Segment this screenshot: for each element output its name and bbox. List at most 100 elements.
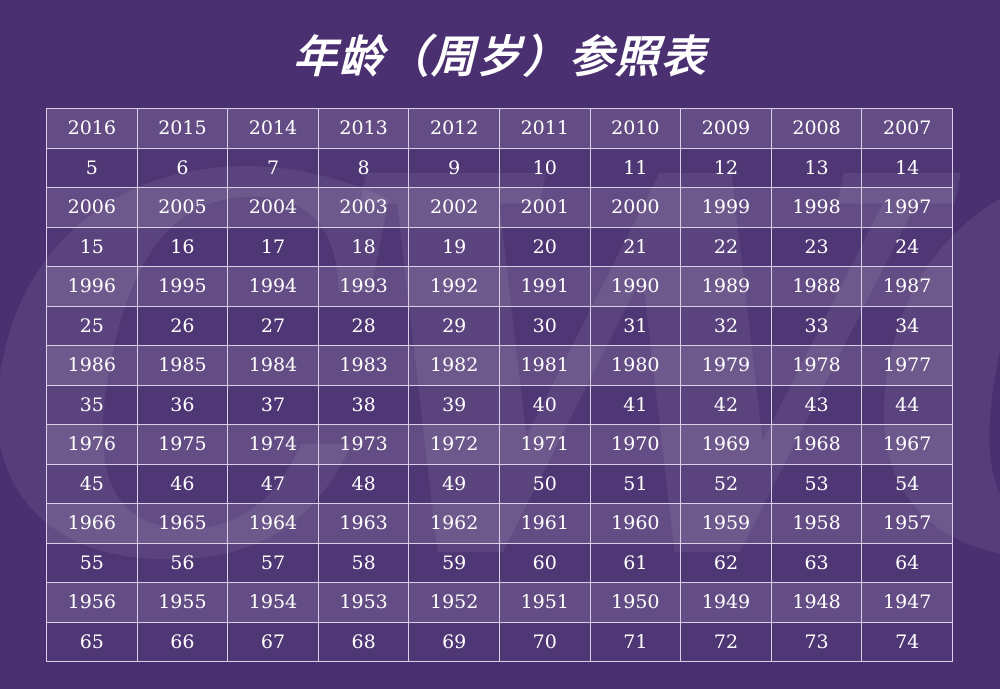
age-row: 55 56 57 58 59 60 61 62 63 64	[46, 542, 953, 583]
birth-year-cell: 1972	[408, 424, 500, 465]
birth-year-cell: 1965	[136, 503, 229, 544]
age-cell: 62	[680, 542, 772, 583]
age-cell: 53	[770, 463, 863, 504]
age-cell: 51	[589, 463, 682, 504]
birth-year-cell: 1981	[498, 345, 591, 386]
age-cell: 40	[498, 384, 591, 425]
age-cell: 65	[46, 621, 138, 662]
age-cell: 5	[46, 147, 138, 188]
birth-year-cell: 1996	[46, 266, 138, 307]
birth-year-row: 1976 1975 1974 1973 1972 1971 1970 1969 1968 1967	[46, 424, 953, 465]
age-cell: 28	[317, 305, 410, 346]
age-cell: 70	[498, 621, 591, 662]
birth-year-cell: 1973	[317, 424, 410, 465]
birth-year-cell: 1982	[408, 345, 500, 386]
age-cell: 42	[680, 384, 772, 425]
birth-year-cell: 2012	[408, 108, 500, 149]
birth-year-cell: 1969	[680, 424, 772, 465]
birth-year-cell: 1977	[861, 345, 953, 386]
age-cell: 18	[317, 226, 410, 267]
birth-year-cell: 1952	[408, 582, 500, 623]
birth-year-row: 1986 1985 1984 1983 1982 1981 1980 1979 1978 1977	[46, 345, 953, 386]
age-cell: 27	[227, 305, 319, 346]
age-reference-table: 2016 2015 2014 2013 2012 2011 2010 2009 2008 2007…	[46, 108, 953, 662]
age-cell: 66	[136, 621, 229, 662]
birth-year-cell: 1993	[317, 266, 410, 307]
birth-year-cell: 2010	[589, 108, 682, 149]
age-cell: 22	[680, 226, 772, 267]
age-row: 15 16 17 18 19 20 21 22 23 24	[46, 226, 953, 267]
birth-year-cell: 2000	[589, 187, 682, 228]
age-row: 65 66 67 68 69 70 71 72 73 74	[46, 621, 953, 662]
birth-year-cell: 2002	[408, 187, 500, 228]
birth-year-cell: 1954	[227, 582, 319, 623]
age-cell: 12	[680, 147, 772, 188]
age-cell: 46	[136, 463, 229, 504]
birth-year-cell: 1970	[589, 424, 682, 465]
birth-year-cell: 1983	[317, 345, 410, 386]
birth-year-cell: 1971	[498, 424, 591, 465]
age-cell: 71	[589, 621, 682, 662]
birth-year-cell: 1984	[227, 345, 319, 386]
birth-year-cell: 2006	[46, 187, 138, 228]
age-cell: 8	[317, 147, 410, 188]
birth-year-cell: 1947	[861, 582, 953, 623]
age-cell: 6	[136, 147, 229, 188]
birth-year-row: 1956 1955 1954 1953 1952 1951 1950 1949 1948 1947	[46, 582, 953, 623]
age-cell: 54	[861, 463, 953, 504]
age-row: 45 46 47 48 49 50 51 52 53 54	[46, 463, 953, 504]
age-cell: 36	[136, 384, 229, 425]
age-cell: 44	[861, 384, 953, 425]
birth-year-row: 1966 1965 1964 1963 1962 1961 1960 1959 1958 1957	[46, 503, 953, 544]
birth-year-cell: 1988	[770, 266, 863, 307]
birth-year-cell: 2016	[46, 108, 138, 149]
birth-year-cell: 1974	[227, 424, 319, 465]
birth-year-cell: 1958	[770, 503, 863, 544]
age-cell: 52	[680, 463, 772, 504]
age-cell: 13	[770, 147, 863, 188]
age-cell: 50	[498, 463, 591, 504]
birth-year-cell: 1986	[46, 345, 138, 386]
age-cell: 32	[680, 305, 772, 346]
age-cell: 59	[408, 542, 500, 583]
birth-year-cell: 2001	[498, 187, 591, 228]
birth-year-cell: 1999	[680, 187, 772, 228]
age-cell: 35	[46, 384, 138, 425]
birth-year-cell: 1949	[680, 582, 772, 623]
birth-year-cell: 1997	[861, 187, 953, 228]
age-cell: 24	[861, 226, 953, 267]
birth-year-cell: 1968	[770, 424, 863, 465]
birth-year-cell: 1950	[589, 582, 682, 623]
age-cell: 38	[317, 384, 410, 425]
age-row: 35 36 37 38 39 40 41 42 43 44	[46, 384, 953, 425]
age-cell: 47	[227, 463, 319, 504]
birth-year-cell: 2009	[680, 108, 772, 149]
birth-year-cell: 1975	[136, 424, 229, 465]
age-cell: 20	[498, 226, 591, 267]
age-cell: 39	[408, 384, 500, 425]
birth-year-cell: 1985	[136, 345, 229, 386]
age-cell: 61	[589, 542, 682, 583]
birth-year-cell: 2015	[136, 108, 229, 149]
age-cell: 45	[46, 463, 138, 504]
birth-year-cell: 1976	[46, 424, 138, 465]
age-cell: 14	[861, 147, 953, 188]
age-cell: 10	[498, 147, 591, 188]
birth-year-cell: 1963	[317, 503, 410, 544]
birth-year-cell: 1953	[317, 582, 410, 623]
birth-year-cell: 1967	[861, 424, 953, 465]
birth-year-cell: 1966	[46, 503, 138, 544]
birth-year-cell: 2011	[498, 108, 591, 149]
age-cell: 15	[46, 226, 138, 267]
age-cell: 49	[408, 463, 500, 504]
birth-year-row: 2016 2015 2014 2013 2012 2011 2010 2009 2008 2007	[46, 108, 953, 149]
birth-year-cell: 1989	[680, 266, 772, 307]
birth-year-cell: 1994	[227, 266, 319, 307]
age-cell: 26	[136, 305, 229, 346]
age-cell: 58	[317, 542, 410, 583]
birth-year-cell: 1995	[136, 266, 229, 307]
birth-year-cell: 1991	[498, 266, 591, 307]
age-cell: 17	[227, 226, 319, 267]
age-cell: 9	[408, 147, 500, 188]
birth-year-cell: 1956	[46, 582, 138, 623]
